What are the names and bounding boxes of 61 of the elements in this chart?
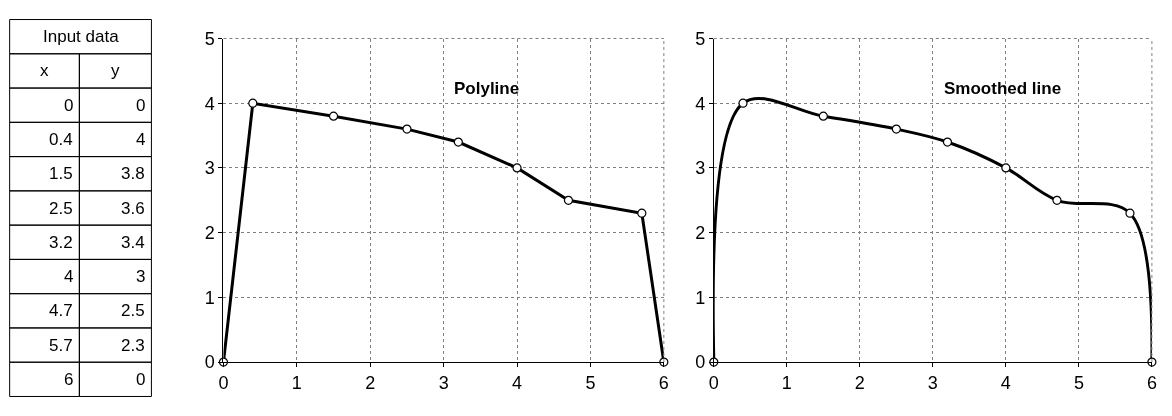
text: 0.4 [49, 130, 73, 149]
text: 2.3 [121, 336, 145, 355]
text: Input data [43, 27, 120, 46]
point [248, 98, 258, 108]
text: 3.2 [49, 233, 73, 252]
annotation: Smoothed line [944, 79, 1062, 98]
text: 3 [136, 267, 146, 286]
point [1001, 163, 1011, 173]
point [402, 124, 412, 134]
x-tick-label: 1 [781, 372, 792, 393]
x-tick-label: 3 [927, 372, 938, 393]
text: 3.4 [121, 233, 145, 252]
x-tick-label: 5 [585, 372, 596, 393]
text: 4 [64, 267, 74, 286]
x-tick-label: 3 [438, 372, 449, 393]
y-tick-label: 4 [695, 93, 706, 114]
text: 5.7 [49, 336, 73, 355]
x-tick-label: 6 [658, 372, 669, 393]
text: 3.8 [121, 164, 145, 183]
point [512, 163, 522, 173]
y-tick-label: 3 [695, 158, 706, 179]
y-tick-label: 0 [695, 352, 706, 373]
x-tick-label: 2 [854, 372, 865, 393]
text: 2.5 [49, 199, 73, 218]
x-tick-label: 2 [365, 372, 376, 393]
point [942, 137, 953, 147]
point [891, 124, 901, 134]
y-tick-label: 5 [204, 28, 215, 49]
point [1125, 208, 1135, 218]
text: 2.5 [121, 301, 145, 320]
point [738, 98, 748, 108]
text: 3.6 [121, 199, 145, 218]
text: 4.7 [49, 301, 73, 320]
point [637, 208, 647, 218]
x-tick-label: 0 [708, 372, 719, 393]
text: 1.5 [49, 164, 73, 183]
x-tick-label: 6 [1146, 372, 1157, 393]
y-tick-label: 4 [204, 93, 215, 114]
point [563, 195, 574, 205]
x-tick-label: 5 [1073, 372, 1084, 393]
text: 0 [136, 96, 146, 115]
point [453, 137, 463, 147]
text: x [40, 61, 49, 80]
y-tick-label: 1 [204, 287, 215, 308]
y-tick-label: 5 [695, 28, 706, 49]
x-tick-label: 4 [1000, 372, 1011, 393]
text: 4 [136, 130, 146, 149]
x-tick-label: 1 [291, 372, 302, 393]
y-tick-label: 0 [204, 352, 215, 373]
x-tick-label: 4 [512, 372, 523, 393]
y-tick-label: 2 [204, 222, 215, 243]
y-tick-label: 3 [204, 158, 215, 179]
y-tick-label: 1 [695, 287, 706, 308]
point [818, 111, 828, 121]
text: y [111, 61, 120, 80]
x-tick-label: 0 [218, 372, 229, 393]
text: 0 [64, 96, 74, 115]
point [328, 111, 339, 121]
point [1052, 195, 1062, 205]
annotation: Polyline [454, 79, 520, 98]
y-tick-label: 2 [695, 222, 706, 243]
